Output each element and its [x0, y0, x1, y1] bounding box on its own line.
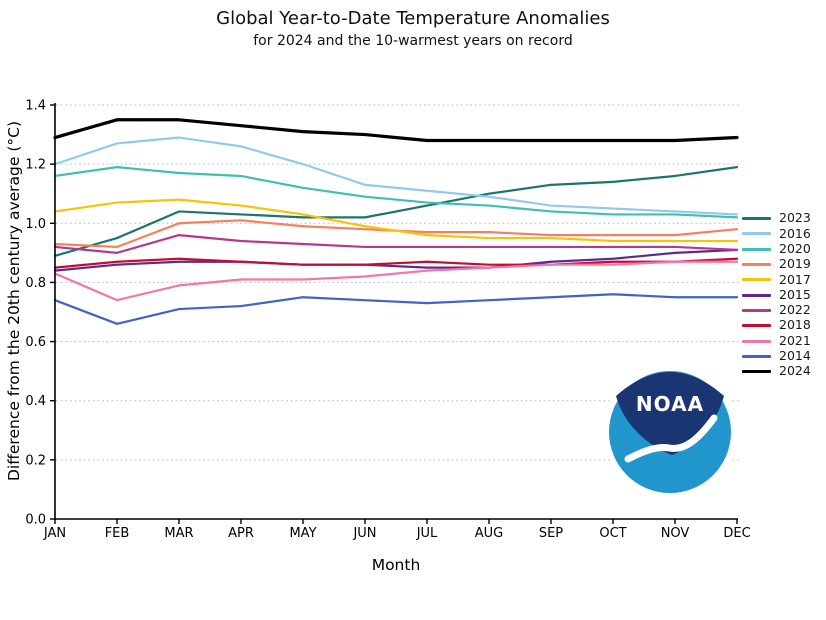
legend-swatch	[742, 339, 771, 343]
legend: 2023 2016 2020 2019 2017 2015 2022 2018 2021 2014…	[742, 211, 811, 379]
series-line-2017	[53, 198, 739, 243]
series-line-2020	[53, 166, 739, 219]
legend-label: 2018	[779, 317, 811, 333]
x-tick-label: JUN	[352, 526, 376, 541]
legend-item-2015: 2015	[742, 287, 811, 302]
noaa-logo-text: NOAA	[636, 392, 704, 416]
legend-swatch	[742, 324, 771, 328]
legend-item-2016: 2016	[742, 226, 811, 241]
y-tick-label: 0.4	[25, 394, 46, 409]
legend-label: 2017	[779, 271, 811, 287]
series-line-2015	[53, 248, 739, 272]
axes-layer: 0.0 0.2 0.4 0.6 0.8 1.0 1.2 1.4 JAN FEB MAR APR MAY J…	[25, 99, 750, 542]
y-tick-label: 0.0	[25, 513, 46, 528]
legend-swatch	[742, 263, 771, 267]
legend-item-2020: 2020	[742, 242, 811, 257]
series-line-2014	[53, 293, 739, 325]
legend-swatch	[742, 293, 771, 297]
x-tick-label: NOV	[661, 526, 690, 541]
legend-swatch	[742, 308, 771, 312]
series-line-2021	[53, 260, 739, 302]
x-tick-label: SEP	[539, 526, 563, 541]
legend-label: 2021	[779, 332, 811, 348]
x-tick-label: MAR	[164, 526, 193, 541]
x-axis-label: Month	[371, 556, 421, 574]
legend-item-2014: 2014	[742, 349, 811, 364]
legend-label: 2014	[779, 348, 811, 364]
series-layer	[53, 118, 739, 325]
legend-item-2024: 2024	[742, 364, 811, 379]
series-line-2022	[53, 234, 739, 254]
legend-item-2021: 2021	[742, 333, 811, 348]
legend-label: 2022	[779, 302, 811, 318]
y-tick-label: 0.8	[25, 276, 46, 291]
series-line-2023	[53, 166, 739, 257]
x-tick-label: JUL	[416, 526, 438, 541]
legend-item-2019: 2019	[742, 257, 811, 272]
legend-item-2017: 2017	[742, 272, 811, 287]
chart-subtitle: for 2024 and the 10-warmest years on rec…	[253, 33, 573, 49]
series-line-2019	[53, 219, 739, 249]
x-tick-label: APR	[228, 526, 254, 541]
y-tick-label: 0.2	[25, 453, 46, 468]
legend-label: 2023	[779, 210, 811, 226]
y-tick-label: 1.0	[25, 217, 46, 232]
legend-swatch	[742, 278, 771, 282]
y-tick-label: 1.2	[25, 158, 46, 173]
legend-swatch	[742, 247, 771, 251]
legend-label: 2019	[779, 256, 811, 272]
legend-swatch	[742, 217, 771, 221]
legend-label: 2020	[779, 240, 811, 256]
legend-item-2022: 2022	[742, 303, 811, 318]
legend-swatch	[742, 354, 771, 358]
x-tick-label: OCT	[599, 526, 626, 541]
x-tick-label: MAY	[289, 526, 316, 541]
y-tick-label: 0.6	[25, 335, 46, 350]
y-tick-label: 1.4	[25, 99, 46, 114]
series-line-2016	[53, 136, 739, 216]
noaa-logo: NOAA	[603, 363, 737, 497]
legend-label: 2016	[779, 225, 811, 241]
x-tick-label: JAN	[43, 526, 66, 541]
series-line-2024	[53, 118, 739, 143]
chart-title: Global Year-to-Date Temperature Anomalie…	[216, 8, 610, 29]
legend-swatch	[742, 369, 771, 374]
gridlines-layer	[56, 104, 740, 461]
x-tick-label: AUG	[475, 526, 503, 541]
legend-item-2018: 2018	[742, 318, 811, 333]
legend-label: 2015	[779, 286, 811, 302]
legend-label: 2024	[779, 363, 811, 379]
series-line-2018	[53, 257, 739, 269]
legend-item-2023: 2023	[742, 211, 811, 226]
x-tick-label: FEB	[105, 526, 130, 541]
legend-swatch	[742, 232, 771, 236]
noaa-bird-icon	[624, 414, 718, 463]
x-tick-label: DEC	[723, 526, 750, 541]
